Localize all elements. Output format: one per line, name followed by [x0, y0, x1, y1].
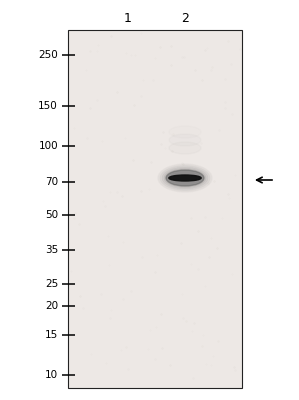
- Text: 15: 15: [45, 330, 58, 340]
- Text: 20: 20: [45, 301, 58, 311]
- Ellipse shape: [166, 170, 204, 186]
- Ellipse shape: [162, 167, 208, 189]
- Text: 100: 100: [38, 141, 58, 151]
- Text: 25: 25: [45, 279, 58, 289]
- Bar: [68, 30, 242, 388]
- Text: 35: 35: [45, 246, 58, 256]
- Ellipse shape: [164, 168, 206, 188]
- Text: 150: 150: [38, 101, 58, 111]
- Ellipse shape: [166, 170, 204, 186]
- Text: 70: 70: [45, 176, 58, 186]
- Text: 2: 2: [181, 12, 189, 24]
- Text: 250: 250: [38, 50, 58, 60]
- Ellipse shape: [160, 166, 210, 190]
- Text: 1: 1: [124, 12, 132, 24]
- Text: 10: 10: [45, 370, 58, 380]
- Text: 50: 50: [45, 210, 58, 220]
- Ellipse shape: [169, 175, 201, 181]
